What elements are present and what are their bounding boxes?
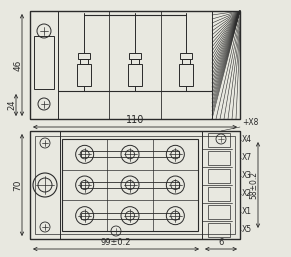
Bar bbox=[208, 187, 230, 201]
Text: 58±0.2: 58±0.2 bbox=[249, 171, 258, 199]
Bar bbox=[80, 59, 88, 64]
Bar bbox=[30, 131, 240, 239]
Bar bbox=[30, 11, 58, 119]
Bar bbox=[131, 59, 139, 64]
Text: 46: 46 bbox=[13, 59, 22, 71]
Bar bbox=[77, 64, 91, 86]
Bar bbox=[128, 64, 142, 86]
Bar bbox=[78, 53, 90, 59]
Bar bbox=[202, 131, 240, 239]
Text: 70: 70 bbox=[13, 179, 22, 191]
Text: X4: X4 bbox=[242, 135, 252, 144]
Bar bbox=[81, 151, 179, 157]
Bar bbox=[30, 131, 60, 239]
Text: X1: X1 bbox=[242, 207, 252, 216]
Bar bbox=[81, 182, 179, 188]
Text: X5: X5 bbox=[242, 225, 252, 234]
Bar bbox=[179, 64, 193, 86]
Text: 110: 110 bbox=[126, 115, 144, 125]
Bar bbox=[35, 136, 235, 234]
Text: 24: 24 bbox=[8, 100, 17, 110]
Bar bbox=[208, 133, 230, 147]
Bar bbox=[129, 53, 141, 59]
Bar bbox=[208, 223, 230, 237]
Bar bbox=[81, 213, 179, 219]
Bar bbox=[34, 36, 54, 89]
Bar bbox=[180, 53, 192, 59]
Bar bbox=[208, 151, 230, 165]
Text: 6: 6 bbox=[218, 238, 224, 247]
Bar bbox=[182, 59, 190, 64]
Text: 99±0.2: 99±0.2 bbox=[101, 238, 131, 247]
Text: +X8: +X8 bbox=[242, 118, 258, 127]
Text: X2: X2 bbox=[242, 189, 252, 198]
Text: X3: X3 bbox=[242, 171, 252, 180]
Bar bbox=[212, 11, 240, 119]
Bar bbox=[208, 169, 230, 183]
Bar bbox=[30, 11, 240, 119]
Bar bbox=[62, 139, 198, 231]
Text: X7: X7 bbox=[242, 153, 252, 162]
Bar bbox=[208, 205, 230, 219]
